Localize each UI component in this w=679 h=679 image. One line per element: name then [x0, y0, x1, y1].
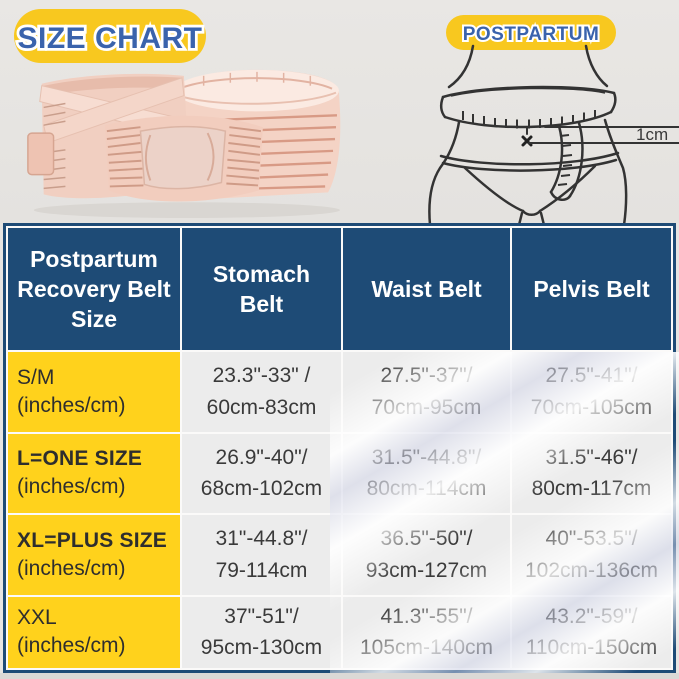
header-belt-size: Postpartum Recovery Belt Size [8, 228, 180, 351]
hanging-tape-end [549, 121, 584, 201]
measuring-tape-illustration: 1cm [428, 44, 679, 225]
one-cm-label: 1cm [636, 125, 668, 144]
cell-xxl-waist: 41.3"-55"/ 105cm-140cm [343, 596, 510, 668]
size-chart-table: Postpartum Recovery Belt Size Stomach Be… [3, 223, 676, 673]
torso-outline [428, 44, 628, 225]
belts-product-image [27, 69, 341, 219]
belt-shadow [33, 202, 340, 219]
table-row-l: L=ONE SIZE (inches/cm) 26.9"-40"/ 68cm-1… [8, 433, 671, 514]
cell-sm-waist: 27.5"-37"/ 70cm-95cm [343, 352, 510, 432]
header-pelvis-belt: Pelvis Belt [512, 228, 671, 351]
hero-section: SIZE CHART POSTPARTUM [0, 0, 679, 225]
table-row-sm: S/M (inches/cm) 23.3"-33" / 60cm-83cm 27… [8, 352, 671, 432]
cell-sm-pelvis: 27.5"-41"/ 70cm-105cm [512, 352, 671, 432]
table-row-xxl: XXL (inches/cm) 37"-51"/ 95cm-130cm 41.3… [8, 596, 671, 668]
postpartum-badge: POSTPARTUM [446, 15, 616, 50]
cell-l-pelvis: 31.5"-46"/ 80cm-117cm [512, 433, 671, 514]
header-waist-belt: Waist Belt [343, 228, 510, 351]
header-stomach-belt: Stomach Belt [182, 228, 341, 351]
bottom-strip [0, 673, 679, 679]
underwear-outline [439, 151, 620, 225]
velcro-tab [27, 132, 55, 176]
postpartum-label: POSTPARTUM [463, 24, 600, 45]
size-label-xxl: XXL (inches/cm) [8, 596, 180, 668]
size-label-sm: S/M (inches/cm) [8, 352, 180, 432]
size-chart-badge-pill [14, 9, 206, 63]
table-header-row: Postpartum Recovery Belt Size Stomach Be… [8, 228, 671, 351]
table-row-xl: XL=PLUS SIZE (inches/cm) 31"-44.8"/ 79-1… [8, 515, 671, 595]
cell-xxl-pelvis: 43.2"-59"/ 110cm-150cm [512, 596, 671, 668]
cell-l-stomach: 26.9"-40"/ 68cm-102cm [182, 433, 341, 514]
cell-xl-stomach: 31"-44.8"/ 79-114cm [182, 515, 341, 595]
size-label-xl: XL=PLUS SIZE (inches/cm) [8, 515, 180, 595]
measuring-tape-band [440, 85, 617, 129]
cell-xl-waist: 36.5"-50"/ 93cm-127cm [343, 515, 510, 595]
size-chart-badge: SIZE CHART [14, 9, 206, 63]
cell-xxl-stomach: 37"-51"/ 95cm-130cm [182, 596, 341, 668]
size-label-l: L=ONE SIZE (inches/cm) [8, 433, 180, 514]
dimension-annotation: 1cm [526, 125, 679, 144]
pelvis-belt-image [104, 115, 263, 202]
size-chart-title: SIZE CHART [18, 22, 203, 55]
cell-xl-pelvis: 40"-53.5"/ 102cm-136cm [512, 515, 671, 595]
cell-sm-stomach: 23.3"-33" / 60cm-83cm [182, 352, 341, 432]
postpartum-badge-pill [446, 15, 616, 50]
cell-l-waist: 31.5"-44.8"/ 80cm-114cm [343, 433, 510, 514]
